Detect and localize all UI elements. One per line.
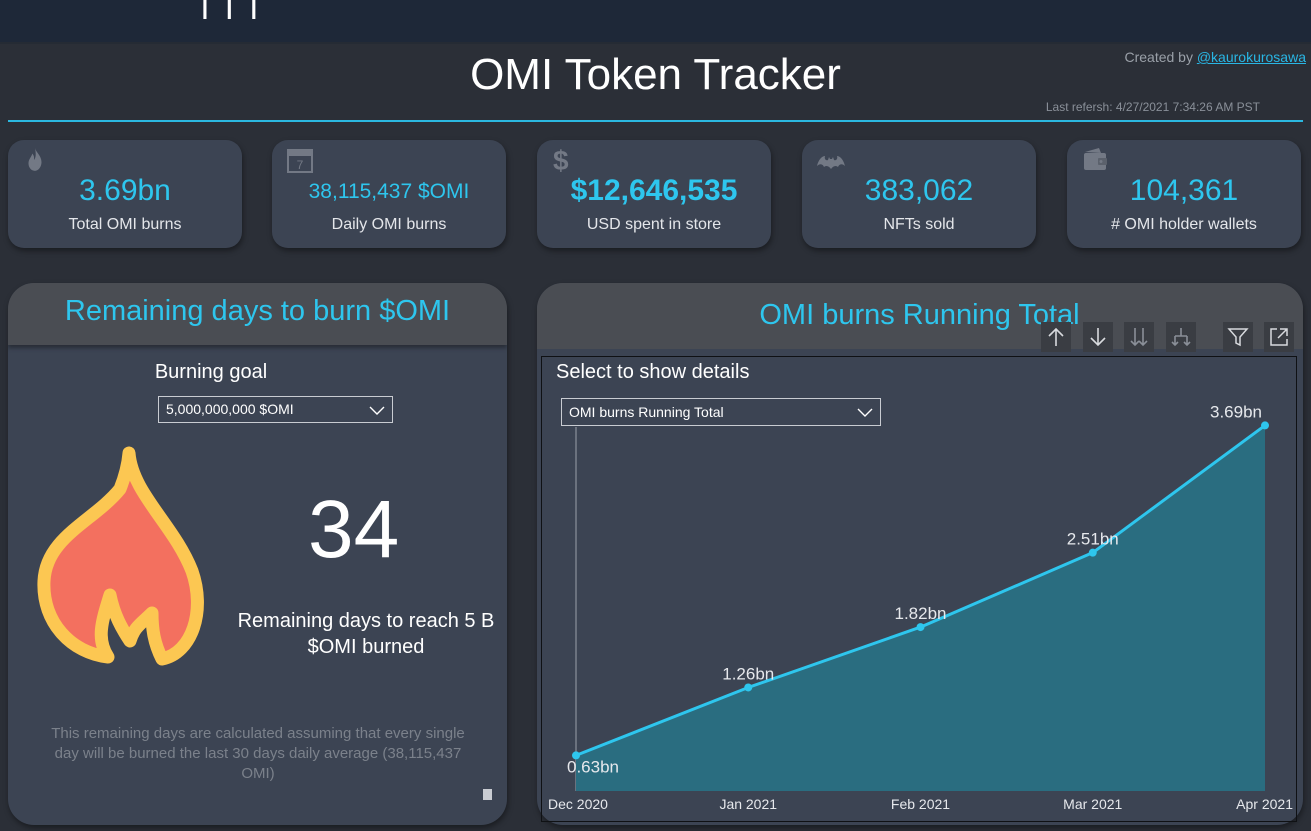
data-label: 2.51bn bbox=[1067, 530, 1119, 549]
app-top-bar: | | | bbox=[0, 0, 1311, 44]
x-tick-label: Jan 2021 bbox=[719, 796, 777, 812]
flame-illustration-icon bbox=[37, 446, 204, 666]
data-point[interactable] bbox=[916, 623, 925, 632]
kpi-value: 3.69bn bbox=[79, 174, 171, 207]
kpi-label: # OMI holder wallets bbox=[1111, 216, 1257, 233]
remaining-days-value: 34 bbox=[308, 484, 400, 575]
chevron-down-icon bbox=[369, 406, 385, 415]
created-by: Created by @kaurokurosawa bbox=[1124, 49, 1306, 65]
panel-title: Remaining days to burn $OMI bbox=[64, 295, 451, 327]
data-point[interactable] bbox=[744, 683, 753, 692]
data-label: 3.69bn bbox=[1210, 402, 1262, 421]
dollar-icon: $ bbox=[551, 145, 579, 176]
page-title: OMI Token Tracker bbox=[470, 50, 841, 99]
remaining-days-caption: Remaining days to reach 5 B $OMI burned bbox=[237, 610, 495, 658]
data-label: 1.26bn bbox=[722, 664, 774, 683]
burning-goal-dropdown[interactable]: 5,000,000,000 $OMI bbox=[158, 396, 393, 423]
kpi-label: USD spent in store bbox=[586, 216, 722, 233]
x-tick-label: Apr 2021 bbox=[1236, 796, 1293, 812]
focus-mode-button[interactable] bbox=[1264, 322, 1294, 352]
burning-goal-value: 5,000,000,000 $OMI bbox=[166, 401, 294, 417]
kpi-value: 38,115,437 $OMI bbox=[308, 180, 470, 203]
panel-title: OMI burns Running Total bbox=[759, 299, 1080, 331]
area-chart[interactable]: 0.63bn Dec 2020 1.26bn Jan 2021 1.82bn Feb 20… bbox=[542, 357, 1298, 823]
kpi-card-nfts-sold: 383,062 NFTs sold bbox=[802, 140, 1036, 248]
kpi-label: Daily OMI burns bbox=[331, 216, 447, 233]
arrow-down-icon bbox=[1090, 328, 1106, 347]
resize-handle[interactable] bbox=[483, 789, 492, 800]
kpi-card-daily-burns: 7 38,115,437 $OMI Daily OMI burns bbox=[272, 140, 506, 248]
calculation-footnote: This remaining days are calculated assum… bbox=[51, 725, 465, 782]
wallet-icon bbox=[1081, 146, 1109, 174]
batman-icon bbox=[816, 146, 845, 174]
data-point[interactable] bbox=[572, 751, 580, 760]
top-bar-clipped-glyphs: | | | bbox=[200, 0, 261, 21]
data-label: 1.82bn bbox=[895, 604, 947, 623]
double-arrow-down-icon bbox=[1130, 328, 1148, 347]
expand-hierarchy-button[interactable] bbox=[1166, 322, 1196, 352]
kpi-card-usd-spent: $ $12,646,535 USD spent in store bbox=[537, 140, 771, 248]
author-link[interactable]: @kaurokurosawa bbox=[1196, 49, 1306, 65]
data-label: 0.63bn bbox=[567, 757, 619, 776]
series-area bbox=[576, 425, 1265, 791]
kpi-value: 104,361 bbox=[1129, 174, 1239, 207]
data-point[interactable] bbox=[1261, 421, 1269, 430]
kpi-label: NFTs sold bbox=[883, 216, 955, 233]
last-refresh: Last refersh: 4/27/2021 7:34:26 AM PST bbox=[1045, 100, 1260, 114]
burning-goal-label: Burning goal bbox=[154, 361, 268, 383]
drill-down-button[interactable] bbox=[1083, 322, 1113, 352]
created-by-prefix: Created by bbox=[1124, 49, 1197, 65]
calendar-icon: 7 bbox=[286, 146, 314, 174]
remaining-days-panel: Remaining days to burn $OMI Burning goal… bbox=[8, 283, 507, 825]
x-tick-label: Feb 2021 bbox=[891, 796, 950, 812]
calendar-day: 7 bbox=[297, 158, 304, 172]
x-tick-label: Dec 2020 bbox=[548, 796, 608, 812]
fork-arrow-down-icon bbox=[1171, 328, 1191, 347]
running-total-panel: OMI burns Running Total 0.63bn Dec 2020 1.… bbox=[537, 283, 1303, 825]
panel-header: Remaining days to burn $OMI bbox=[8, 283, 507, 345]
filter-icon bbox=[1227, 328, 1249, 347]
series-dropdown[interactable]: OMI burns Running Total bbox=[561, 398, 881, 426]
kpi-label: Total OMI burns bbox=[68, 216, 182, 233]
kpi-value: $12,646,535 bbox=[570, 174, 738, 207]
svg-text:$: $ bbox=[553, 146, 569, 174]
kpi-value: 383,062 bbox=[864, 174, 974, 207]
x-tick-label: Mar 2021 bbox=[1063, 796, 1122, 812]
fire-icon bbox=[22, 146, 50, 174]
expand-next-level-button[interactable] bbox=[1124, 322, 1154, 352]
drill-up-button[interactable] bbox=[1041, 322, 1071, 352]
running-total-chart: 0.63bn Dec 2020 1.26bn Jan 2021 1.82bn Feb 20… bbox=[541, 356, 1297, 822]
kpi-card-total-burns: 3.69bn Total OMI burns bbox=[8, 140, 242, 248]
series-dropdown-value: OMI burns Running Total bbox=[569, 404, 724, 420]
arrow-up-icon bbox=[1048, 327, 1064, 346]
chevron-down-icon bbox=[857, 408, 873, 417]
title-divider bbox=[8, 120, 1303, 122]
filter-button[interactable] bbox=[1223, 322, 1253, 352]
data-point[interactable] bbox=[1088, 548, 1097, 557]
focus-mode-icon bbox=[1270, 328, 1288, 346]
kpi-card-holder-wallets: 104,361 # OMI holder wallets bbox=[1067, 140, 1301, 248]
chart-heading: Select to show details bbox=[556, 361, 750, 383]
panel-header: OMI burns Running Total bbox=[537, 283, 1303, 349]
